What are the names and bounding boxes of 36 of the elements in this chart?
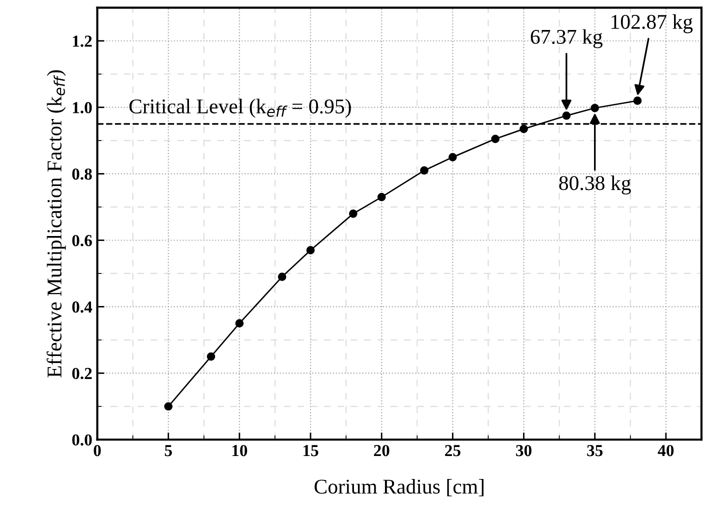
annotation: 67.37 kg (530, 29, 602, 48)
annotation: 80.38 kg (559, 175, 631, 194)
x-tick-label: 30 (516, 444, 532, 456)
x-axis-title: Corium Radius [cm] (314, 479, 484, 496)
y-tick-label: 0.2 (72, 368, 92, 380)
x-tick-label: 15 (304, 445, 318, 456)
y-axis-title: Effective Multiplication Factor (k$_{eff}$) (46, 70, 66, 378)
point (562, 111, 571, 120)
x-tick-label: 25 (445, 445, 460, 456)
point (491, 134, 500, 144)
point (520, 124, 528, 134)
x-tick-label: 5 (164, 445, 172, 456)
y-tick-label: 1.0 (72, 102, 92, 114)
y-tick-label: 1.2 (72, 36, 92, 47)
point (278, 272, 286, 281)
x-tick-label: 0 (94, 444, 101, 456)
point (306, 246, 315, 254)
x-tick-label: 40 (658, 444, 674, 456)
point (590, 104, 600, 112)
point (349, 210, 358, 218)
ref-line-label: Critical Level (k$_{eff}$ = 0.95) (129, 98, 351, 118)
point (448, 153, 457, 162)
annotation: 102.87 kg (612, 14, 693, 34)
x-tick-label: 20 (374, 444, 390, 456)
y-tick-label: 0.4 (72, 301, 92, 313)
point (633, 96, 642, 105)
x-tick-label: 35 (587, 445, 603, 456)
y-tick-label: 0.6 (72, 234, 92, 246)
point (206, 352, 216, 361)
x-tick-label: 10 (232, 444, 248, 456)
point (420, 166, 428, 175)
point (164, 402, 173, 411)
point (377, 192, 386, 202)
y-tick-label: 0.0 (72, 434, 92, 446)
point (235, 319, 244, 328)
y-tick-label: 0.8 (72, 168, 92, 180)
